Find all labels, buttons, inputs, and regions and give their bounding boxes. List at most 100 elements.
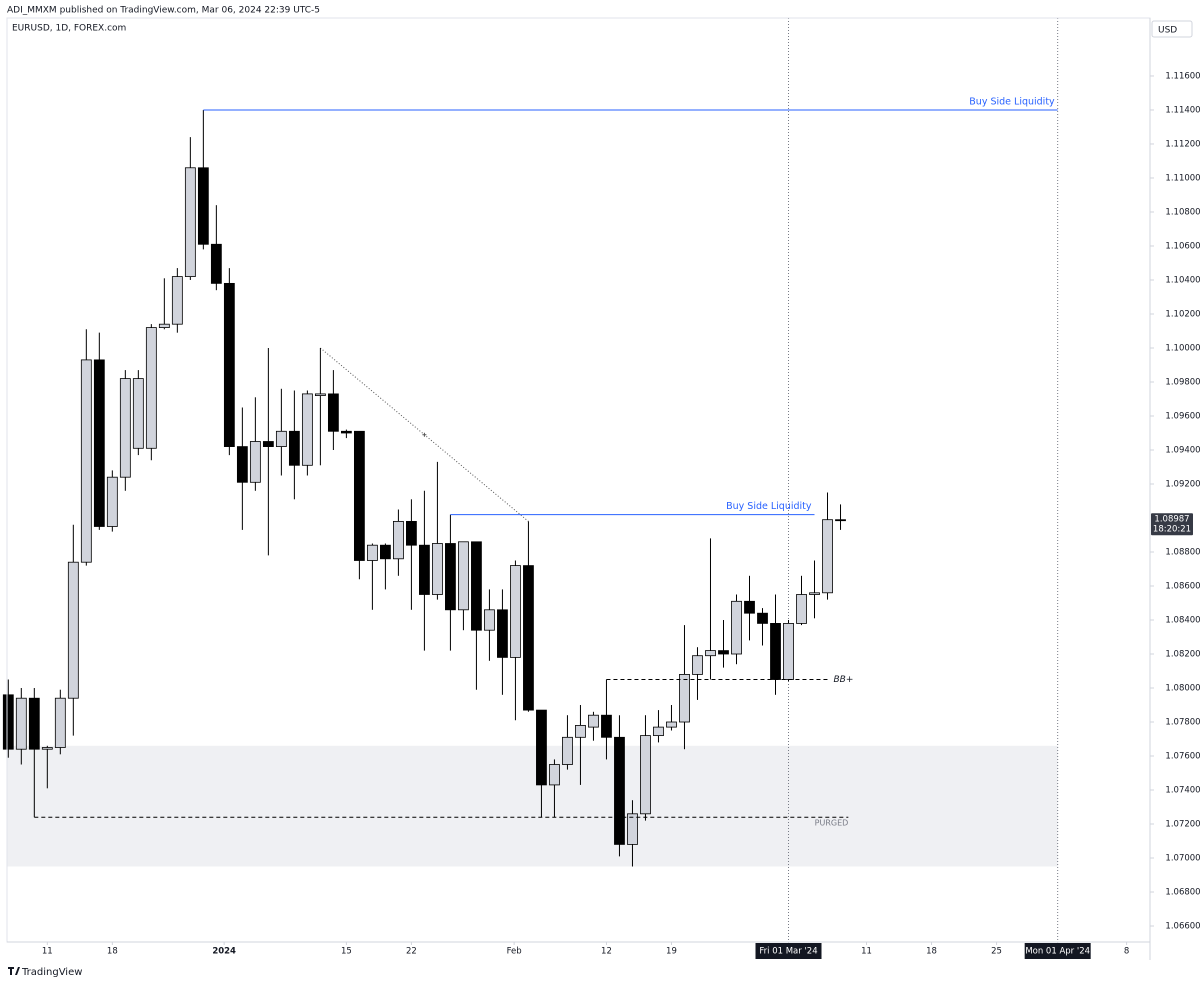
candle-body — [132, 378, 144, 449]
candle-body — [197, 167, 209, 245]
publisher-line: ADI_MMXM published on TradingView.com, M… — [7, 6, 320, 16]
candle-body — [366, 544, 378, 561]
y-tick-label: 1.08800 — [1165, 547, 1200, 557]
candle-body — [340, 430, 352, 434]
y-tick-label: 1.09400 — [1165, 445, 1200, 455]
x-tick-label: 22 — [406, 947, 417, 957]
candle-body — [835, 519, 846, 522]
y-tick-label: 1.08200 — [1165, 650, 1200, 660]
level-label: Buy Side Liquidity — [969, 96, 1055, 107]
candle-body — [822, 519, 833, 594]
candle-body — [353, 430, 365, 561]
y-tick-label: 1.09800 — [1165, 377, 1200, 387]
y-tick-label: 1.10800 — [1165, 207, 1200, 217]
candle-body — [601, 714, 612, 738]
y-tick-label: 1.07800 — [1165, 718, 1200, 728]
candle-body — [93, 359, 105, 527]
y-tick-label: 1.10600 — [1165, 241, 1200, 251]
candle-body — [80, 359, 92, 563]
candle-body — [106, 476, 118, 527]
y-tick-label: 1.08000 — [1165, 684, 1200, 694]
candle-body — [288, 430, 300, 466]
candle-body — [28, 697, 40, 750]
y-tick-label: 1.07000 — [1165, 854, 1200, 864]
trend-midpoint — [422, 432, 427, 437]
candle-body — [523, 565, 534, 711]
candle-body — [223, 282, 235, 447]
y-tick-label: 1.07400 — [1165, 786, 1200, 796]
x-tick-label: 15 — [341, 947, 352, 957]
x-tick-label: Fri 01 Mar '24 — [759, 947, 817, 957]
brand-label: TradingView — [21, 967, 82, 978]
x-tick-label: 11 — [42, 947, 53, 957]
candle-body — [471, 541, 482, 631]
currency-label[interactable]: USD — [1158, 26, 1177, 36]
last-price-tag — [1151, 513, 1193, 536]
y-tick-label: 1.09600 — [1165, 411, 1200, 421]
candle-body — [171, 276, 183, 325]
candle-body — [15, 697, 27, 750]
candle-body — [54, 697, 66, 748]
zone — [7, 745, 1058, 867]
candle-body — [145, 327, 157, 449]
level-label: Buy Side Liquidity — [726, 501, 812, 512]
candle-body — [614, 736, 625, 845]
candle-body — [445, 543, 456, 611]
candle-body — [393, 520, 404, 560]
y-tick-label: 1.11600 — [1165, 71, 1200, 81]
candle-body — [770, 623, 781, 680]
candle-body — [236, 446, 248, 483]
candle-body — [640, 735, 651, 815]
y-tick-label: 1.11000 — [1165, 173, 1200, 183]
candle-body — [262, 441, 274, 447]
y-tick-label: 1.11200 — [1165, 139, 1200, 149]
y-tick-label: 1.10400 — [1165, 275, 1200, 285]
candle-body — [536, 709, 547, 786]
candle-body — [562, 736, 573, 765]
x-tick-label: 25 — [991, 947, 1002, 957]
candle-body — [510, 565, 521, 658]
candle-body — [809, 592, 820, 595]
plot: Buy Side Liquidity Buy Side Liquidity BB+ P… — [2, 18, 1059, 942]
x-tick-box — [1024, 943, 1091, 959]
y-tick-label: 1.06800 — [1165, 888, 1200, 898]
x-tick-label: 2024 — [212, 947, 236, 957]
x-tick-box — [755, 943, 822, 959]
currency-box[interactable] — [1151, 20, 1193, 38]
y-tick-label: 1.08600 — [1165, 582, 1200, 592]
candle-body — [718, 650, 729, 655]
y-tick-label: 1.10200 — [1165, 309, 1200, 319]
candle-body — [627, 813, 638, 845]
x-tick-label: 11 — [861, 947, 872, 957]
x-tick-label: Feb — [507, 947, 522, 957]
candle-body — [692, 655, 703, 675]
y-tick-label: 1.07600 — [1165, 752, 1200, 762]
x-tick-label: 8 — [1124, 947, 1129, 957]
candle-body — [484, 609, 495, 631]
y-tick-label: 1.10000 — [1165, 343, 1200, 353]
y-tick-label: 1.11400 — [1165, 105, 1200, 115]
y-tick-label: 1.08400 — [1165, 616, 1200, 626]
candle-body — [653, 726, 664, 737]
candle-body — [731, 600, 742, 655]
candle-body — [41, 747, 53, 750]
level-label: PURGED — [815, 819, 849, 828]
candle-body — [67, 561, 79, 699]
candle-body — [796, 594, 807, 624]
candle-body — [2, 694, 14, 750]
candle-body — [757, 612, 768, 624]
y-tick-label: 1.07200 — [1165, 820, 1200, 830]
candle-body — [432, 543, 443, 595]
candle-body — [158, 323, 170, 328]
y-tick-label: 1.09200 — [1165, 479, 1200, 489]
candle-body — [666, 721, 677, 728]
candle-body — [275, 430, 287, 447]
x-tick-label: Mon 01 Apr '24 — [1025, 947, 1090, 957]
y-tick-label: 1.06600 — [1165, 922, 1200, 932]
candle-body — [744, 600, 755, 614]
candle-body — [184, 167, 196, 277]
candle-body — [249, 441, 261, 483]
symbol-label: EURUSD, 1D, FOREX.com — [12, 24, 126, 34]
